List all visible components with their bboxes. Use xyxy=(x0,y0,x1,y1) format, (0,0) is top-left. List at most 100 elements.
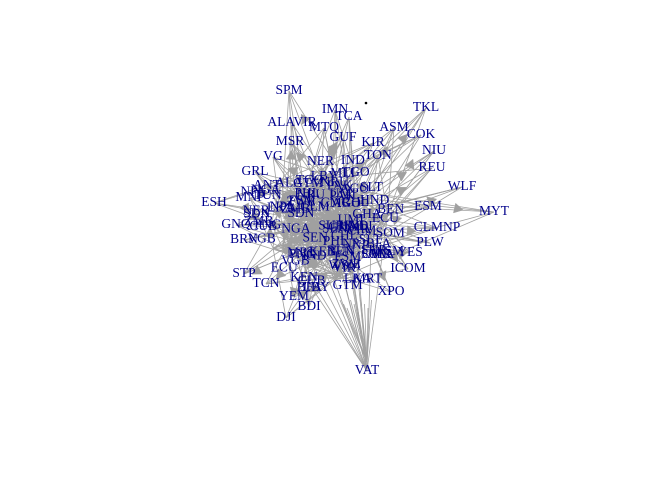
node-label: BEN xyxy=(377,201,404,216)
node-label: ESM xyxy=(414,198,442,213)
node-label: MRT xyxy=(287,245,316,260)
node-label: ICOM xyxy=(390,260,425,275)
graph-edge xyxy=(281,90,290,203)
arrowhead xyxy=(324,229,336,239)
node-label: GNQ xyxy=(221,216,250,231)
node-label: ALAVIR xyxy=(267,114,316,129)
node-label: ALA xyxy=(367,246,395,261)
node-label: MLI xyxy=(330,165,355,180)
graph-edge xyxy=(213,202,272,225)
node-label: NIU xyxy=(422,142,446,157)
arrowhead xyxy=(377,246,388,257)
graph-edge xyxy=(344,258,353,274)
node-label: UMI xyxy=(330,185,357,200)
node-label: GHA xyxy=(352,206,381,221)
arrowhead xyxy=(343,225,354,237)
arrowhead xyxy=(249,210,260,221)
arrowhead xyxy=(406,225,417,237)
node-label: SLT xyxy=(360,179,384,194)
node-label: ALA xyxy=(275,174,303,189)
graph-edge xyxy=(272,247,287,319)
node-label: NER xyxy=(243,203,270,218)
graph-edge xyxy=(314,183,495,213)
node-label: ASM xyxy=(379,119,408,134)
node-label: WSM xyxy=(329,258,361,273)
graph-edge xyxy=(281,134,422,203)
graph-edge xyxy=(319,167,323,187)
node-label: COK xyxy=(407,126,436,141)
node-label: YEM xyxy=(279,288,309,303)
arrowhead xyxy=(319,240,330,251)
node-label: GRL xyxy=(242,163,269,178)
graph-edge xyxy=(339,167,433,277)
arrowhead xyxy=(397,133,408,145)
node-label: MSR xyxy=(276,133,305,148)
graph-edge xyxy=(335,271,353,280)
arrowhead xyxy=(322,173,333,184)
node-label: MRT xyxy=(354,270,383,285)
node-label: GUF xyxy=(329,129,356,144)
graph-edge xyxy=(213,179,282,204)
node-label: FSM xyxy=(334,249,361,264)
graph-edge xyxy=(281,142,374,181)
arrowhead xyxy=(340,250,351,262)
arrowhead xyxy=(352,220,364,231)
graph-edge xyxy=(353,303,368,363)
node-label: SOM xyxy=(376,224,405,239)
node-label: TGO xyxy=(296,172,324,187)
node-label: TCN xyxy=(253,275,280,290)
graph-edge xyxy=(339,215,388,271)
node-label: VGB xyxy=(281,252,310,267)
node-label: BDI xyxy=(297,298,321,313)
graph-edge xyxy=(288,90,295,193)
graph-edge xyxy=(372,127,395,193)
arrowhead xyxy=(300,113,311,125)
node-label: LBY xyxy=(303,279,330,294)
arrowhead xyxy=(376,270,387,282)
node-label: PNG xyxy=(254,216,281,231)
graph-edge xyxy=(313,184,316,224)
node-label: NGA xyxy=(251,182,280,197)
arrowhead xyxy=(288,227,299,238)
arrowhead xyxy=(354,161,364,173)
graph-edge xyxy=(372,192,429,208)
graph-edge xyxy=(271,180,282,224)
arrowhead xyxy=(306,258,318,269)
arrowhead xyxy=(300,231,312,242)
arrowhead xyxy=(388,250,399,262)
node-label: ZWE xyxy=(286,194,315,209)
arrowhead xyxy=(289,286,301,298)
node-label: SEN xyxy=(303,229,329,244)
arrowhead xyxy=(268,219,279,230)
graph-edge xyxy=(271,223,352,275)
node-label: ESH xyxy=(201,194,227,209)
node-label: SEN xyxy=(322,221,348,236)
node-label: AGO xyxy=(332,195,361,210)
graph-edge xyxy=(352,215,388,273)
node-label: VAT xyxy=(355,362,380,377)
arrowhead xyxy=(275,268,287,279)
node-label: IND xyxy=(303,248,327,263)
arrowhead xyxy=(325,189,336,200)
node-label: CUB xyxy=(249,218,277,233)
graph-edge xyxy=(335,216,344,280)
node-label: PNG xyxy=(289,246,316,261)
node-label: TUN xyxy=(254,187,282,202)
node-label: PLW xyxy=(416,234,444,249)
node-label: KEN xyxy=(309,243,337,258)
arrowhead xyxy=(282,189,293,201)
arrow-layer xyxy=(239,113,464,301)
node-label: TUN xyxy=(328,242,356,257)
arrowhead xyxy=(333,201,344,212)
node-label: VG xyxy=(263,148,283,163)
arrowhead xyxy=(289,206,301,216)
arrowhead xyxy=(295,289,306,301)
arrowhead xyxy=(297,198,307,210)
arrowhead xyxy=(295,152,307,163)
node-label: CLM xyxy=(347,222,376,237)
arrowhead xyxy=(282,210,294,221)
arrowhead xyxy=(305,192,316,203)
graph-edge xyxy=(282,240,344,247)
arrowhead xyxy=(279,192,291,204)
